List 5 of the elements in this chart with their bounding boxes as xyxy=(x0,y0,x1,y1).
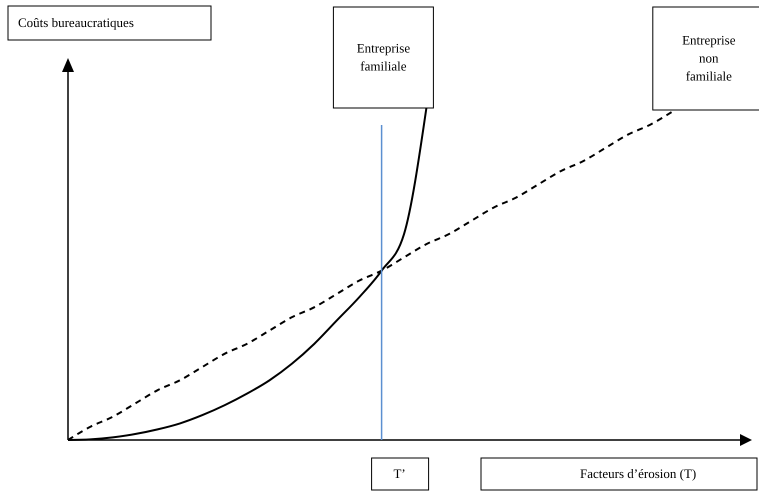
text: Entreprise non familiale xyxy=(682,32,736,84)
text: T’ xyxy=(393,466,406,481)
x-axis-title: Facteurs d’érosion (T) xyxy=(580,466,696,481)
text: Entreprise familiale xyxy=(356,40,410,74)
text: Coûts bureaucratiques xyxy=(18,15,134,30)
